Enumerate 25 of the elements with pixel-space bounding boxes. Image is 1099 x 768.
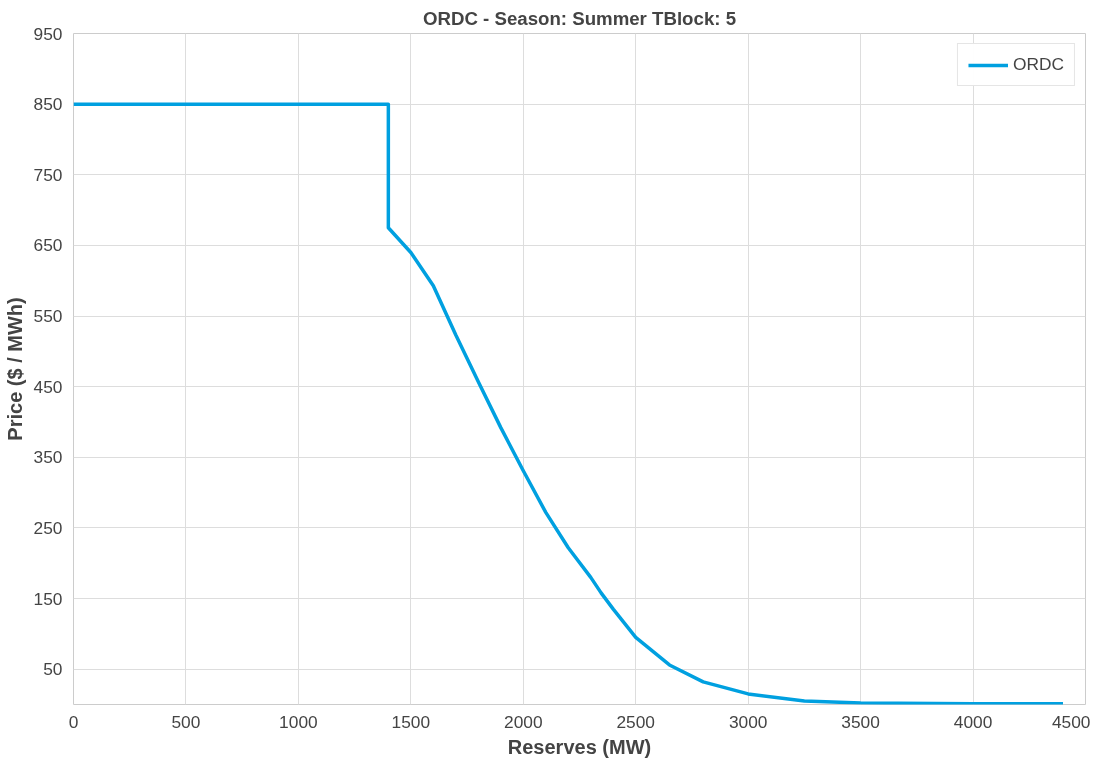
legend-label: ORDC <box>1012 54 1064 75</box>
line-series <box>73 102 1065 705</box>
chart-title: ORDC - Season: Summer TBlock: 5 <box>422 7 737 29</box>
y-axis-title: Price ($ / MWh) <box>3 297 26 441</box>
x-tick-label: 3500 <box>841 711 880 732</box>
x-tick-label: 2500 <box>616 711 656 732</box>
x-tick-label: 500 <box>171 711 201 732</box>
y-tick-label: 450 <box>33 376 63 397</box>
x-tick-label: 0 <box>68 711 79 732</box>
y-tick-label: 850 <box>33 94 63 115</box>
y-tick-label: 350 <box>33 447 63 468</box>
x-tick-label: 4000 <box>953 711 993 732</box>
y-tick-label: 550 <box>33 306 63 327</box>
y-tick-label: 150 <box>33 588 63 609</box>
y-tick-label: 750 <box>33 164 63 185</box>
y-tick-label: 250 <box>33 517 63 538</box>
y-tick-label: 950 <box>33 23 63 44</box>
x-tick-label: 1500 <box>391 711 431 732</box>
y-tick-label: 650 <box>33 235 63 256</box>
x-tick-label: 4500 <box>1051 711 1091 732</box>
x-axis-title: Reserves (MW) <box>507 735 652 758</box>
x-tick-label: 3000 <box>728 711 768 732</box>
x-tick-label: 2000 <box>504 711 543 732</box>
x-tick-label: 1000 <box>279 711 318 732</box>
y-tick-label: 50 <box>43 659 63 680</box>
